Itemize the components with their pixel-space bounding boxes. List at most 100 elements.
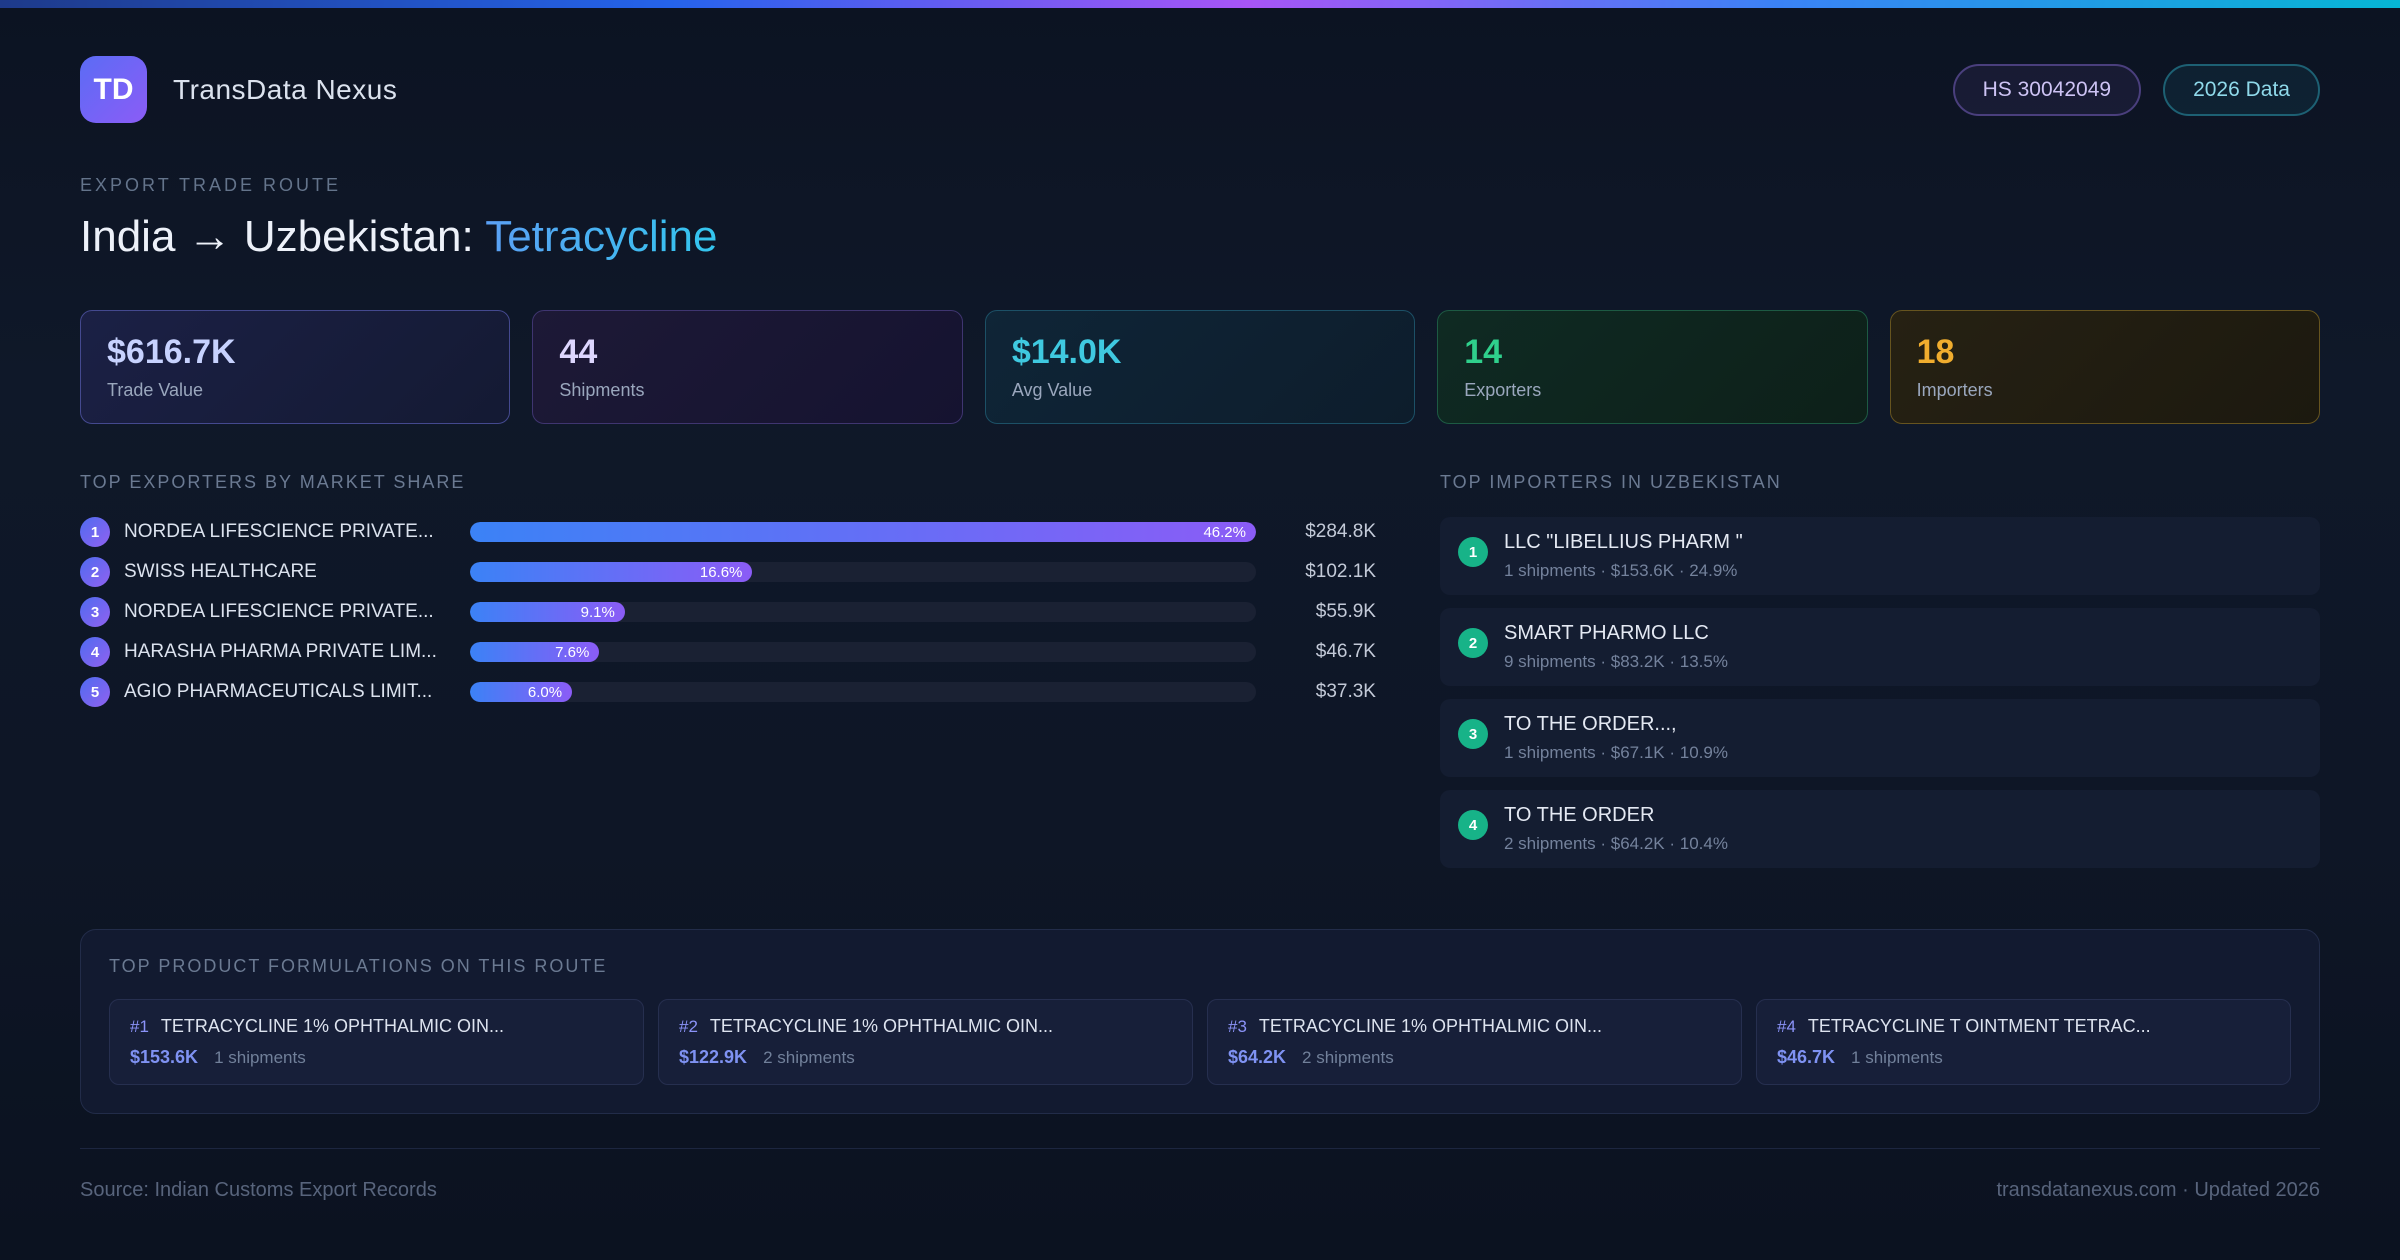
exporter-name: NORDEA LIFESCIENCE PRIVATE... [124, 521, 434, 542]
exporter-value: $55.9K [1315, 601, 1376, 622]
exporter-name: NORDEA LIFESCIENCE PRIVATE... [124, 601, 434, 622]
exporter-rank-badge: 1 [80, 517, 110, 547]
exporter-row[interactable]: 5 AGIO PHARMACEUTICALS LIMIT... 6.0% $37… [80, 677, 1376, 707]
data-year-badge[interactable]: 2026 Data [2163, 63, 2320, 116]
exporter-rank-badge: 5 [80, 677, 110, 707]
stat-label: Avg Value [1011, 380, 1093, 400]
page-title: India → Uzbekistan: Tetracycline [80, 212, 2320, 262]
stat-value: 18 [1916, 333, 1955, 371]
eyebrow-label: EXPORT TRADE ROUTE [80, 175, 342, 195]
products-heading: TOP PRODUCT FORMULATIONS ON THIS ROUTE [109, 956, 608, 976]
exporter-name: AGIO PHARMACEUTICALS LIMIT... [124, 681, 433, 702]
market-share-bar-fill: 46.2% [470, 522, 1256, 542]
exporter-row[interactable]: 1 NORDEA LIFESCIENCE PRIVATE... 46.2% $2… [80, 517, 1376, 547]
importer-rank-badge: 4 [1458, 810, 1488, 840]
market-share-percent: 7.6% [555, 643, 590, 661]
stat-cards-row: $616.7K Trade Value 44 Shipments $14.0K … [80, 310, 2321, 424]
product-name: TETRACYCLINE T OINTMENT TETRAC... [1807, 1016, 2151, 1036]
product-card[interactable]: #1 TETRACYCLINE 1% OPHTHALMIC OIN... $15… [109, 999, 644, 1085]
importer-name: TO THE ORDER [1504, 804, 1655, 826]
importers-section: TOP IMPORTERS IN UZBEKISTAN 1 LLC "LIBEL… [1440, 472, 2320, 881]
footer: Source: Indian Customs Export Records tr… [80, 1148, 2320, 1202]
stat-label: Shipments [559, 380, 645, 400]
stat-card-exporters: 14 Exporters [1437, 310, 1868, 424]
product-title-line: #3 TETRACYCLINE 1% OPHTHALMIC OIN... [1228, 1016, 1721, 1037]
product-name: TETRACYCLINE 1% OPHTHALMIC OIN... [1258, 1016, 1602, 1036]
exporters-heading: TOP EXPORTERS BY MARKET SHARE [80, 472, 466, 492]
market-share-percent: 16.6% [699, 563, 743, 581]
product-title-line: #2 TETRACYCLINE 1% OPHTHALMIC OIN... [679, 1016, 1172, 1037]
hs-code-badge[interactable]: HS 30042049 [1952, 63, 2142, 116]
content-columns: TOP EXPORTERS BY MARKET SHARE 1 NORDEA L… [80, 472, 2320, 881]
product-shipments: 2 shipments [1302, 1048, 1394, 1067]
product-value: $153.6K [130, 1047, 199, 1067]
importer-body: LLC "LIBELLIUS PHARM " 1 shipments · $15… [1504, 531, 1743, 581]
products-row: #1 TETRACYCLINE 1% OPHTHALMIC OIN... $15… [109, 999, 2291, 1085]
stat-card-shipments: 44 Shipments [532, 310, 963, 424]
exporter-name: HARASHA PHARMA PRIVATE LIM... [124, 641, 437, 662]
footer-source: Source: Indian Customs Export Records [80, 1179, 437, 1201]
stat-card-avg-value: $14.0K Avg Value [984, 310, 1416, 424]
stat-card-trade-value: $616.7K Trade Value [80, 310, 511, 424]
importer-name: TO THE ORDER..., [1504, 713, 1677, 735]
market-share-percent: 6.0% [527, 683, 563, 701]
exporter-name: SWISS HEALTHCARE [124, 561, 317, 582]
importer-name: LLC "LIBELLIUS PHARM " [1504, 531, 1743, 553]
stat-label: Importers [1916, 380, 1993, 400]
products-panel: TOP PRODUCT FORMULATIONS ON THIS ROUTE #… [80, 929, 2320, 1114]
product-rank: #4 [1777, 1017, 1796, 1036]
product-card[interactable]: #3 TETRACYCLINE 1% OPHTHALMIC OIN... $64… [1207, 999, 1742, 1085]
stat-label: Trade Value [107, 380, 204, 400]
product-value: $64.2K [1228, 1047, 1287, 1067]
product-title-line: #4 TETRACYCLINE T OINTMENT TETRAC... [1777, 1016, 2270, 1037]
product-stats-line: $122.9K 2 shipments [679, 1047, 1172, 1068]
exporter-value: $102.1K [1305, 561, 1376, 582]
market-share-bar-fill: 9.1% [470, 602, 625, 622]
exporters-section: TOP EXPORTERS BY MARKET SHARE 1 NORDEA L… [80, 472, 1376, 881]
product-rank: #3 [1228, 1017, 1247, 1036]
importer-meta: 9 shipments · $83.2K · 13.5% [1504, 652, 1728, 671]
market-share-percent: 46.2% [1203, 523, 1246, 541]
exporter-rank-badge: 2 [80, 557, 110, 587]
product-name: TETRACYCLINE 1% OPHTHALMIC OIN... [160, 1016, 504, 1036]
importer-list-item[interactable]: 1 LLC "LIBELLIUS PHARM " 1 shipments · $… [1440, 517, 2320, 595]
product-title-line: #1 TETRACYCLINE 1% OPHTHALMIC OIN... [130, 1016, 623, 1037]
importer-meta: 2 shipments · $64.2K · 10.4% [1504, 834, 1728, 853]
product-card[interactable]: #4 TETRACYCLINE T OINTMENT TETRAC... $46… [1756, 999, 2291, 1085]
importer-rank-badge: 2 [1458, 628, 1488, 658]
market-share-bar-fill: 16.6% [470, 562, 753, 582]
product-rank: #1 [130, 1017, 149, 1036]
stat-card-importers: 18 Importers [1889, 310, 2321, 424]
product-stats-line: $46.7K 1 shipments [1777, 1047, 2270, 1068]
product-card[interactable]: #2 TETRACYCLINE 1% OPHTHALMIC OIN... $12… [658, 999, 1193, 1085]
importer-list-item[interactable]: 2 SMART PHARMO LLC 9 shipments · $83.2K … [1440, 608, 2320, 686]
header: TD TransData Nexus HS 30042049 2026 Data [80, 56, 2320, 123]
importer-body: TO THE ORDER..., 1 shipments · $67.1K · … [1504, 713, 1728, 763]
exporter-value: $37.3K [1315, 681, 1376, 702]
importer-rank-badge: 1 [1458, 537, 1488, 567]
importer-body: TO THE ORDER 2 shipments · $64.2K · 10.4… [1504, 804, 1728, 854]
importer-name: SMART PHARMO LLC [1504, 622, 1709, 644]
page-title-prefix: India → Uzbekistan: [80, 212, 486, 261]
exporter-value: $284.8K [1305, 521, 1376, 542]
app-name: TransData Nexus [173, 73, 398, 105]
importer-list-item[interactable]: 4 TO THE ORDER 2 shipments · $64.2K · 10… [1440, 790, 2320, 868]
exporter-row[interactable]: 4 HARASHA PHARMA PRIVATE LIM... 7.6% $46… [80, 637, 1376, 667]
exporter-row[interactable]: 2 SWISS HEALTHCARE 16.6% $102.1K [80, 557, 1376, 587]
product-name: TETRACYCLINE 1% OPHTHALMIC OIN... [709, 1016, 1053, 1036]
importers-heading: TOP IMPORTERS IN UZBEKISTAN [1440, 472, 1782, 492]
product-stats-line: $64.2K 2 shipments [1228, 1047, 1721, 1068]
page-title-highlight: Tetracycline [485, 212, 718, 261]
exporter-value: $46.7K [1315, 641, 1376, 662]
market-share-bar-fill: 7.6% [470, 642, 600, 662]
importer-meta: 1 shipments · $67.1K · 10.9% [1504, 743, 1728, 762]
market-share-bar-track: 9.1% [470, 602, 1256, 622]
exporter-rank-badge: 4 [80, 637, 110, 667]
product-stats-line: $153.6K 1 shipments [130, 1047, 623, 1068]
importer-list-item[interactable]: 3 TO THE ORDER..., 1 shipments · $67.1K … [1440, 699, 2320, 777]
exporter-row[interactable]: 3 NORDEA LIFESCIENCE PRIVATE... 9.1% $55… [80, 597, 1376, 627]
market-share-bar-track: 16.6% [470, 562, 1256, 582]
product-shipments: 1 shipments [1851, 1048, 1943, 1067]
product-shipments: 2 shipments [763, 1048, 855, 1067]
market-share-percent: 9.1% [580, 603, 615, 621]
